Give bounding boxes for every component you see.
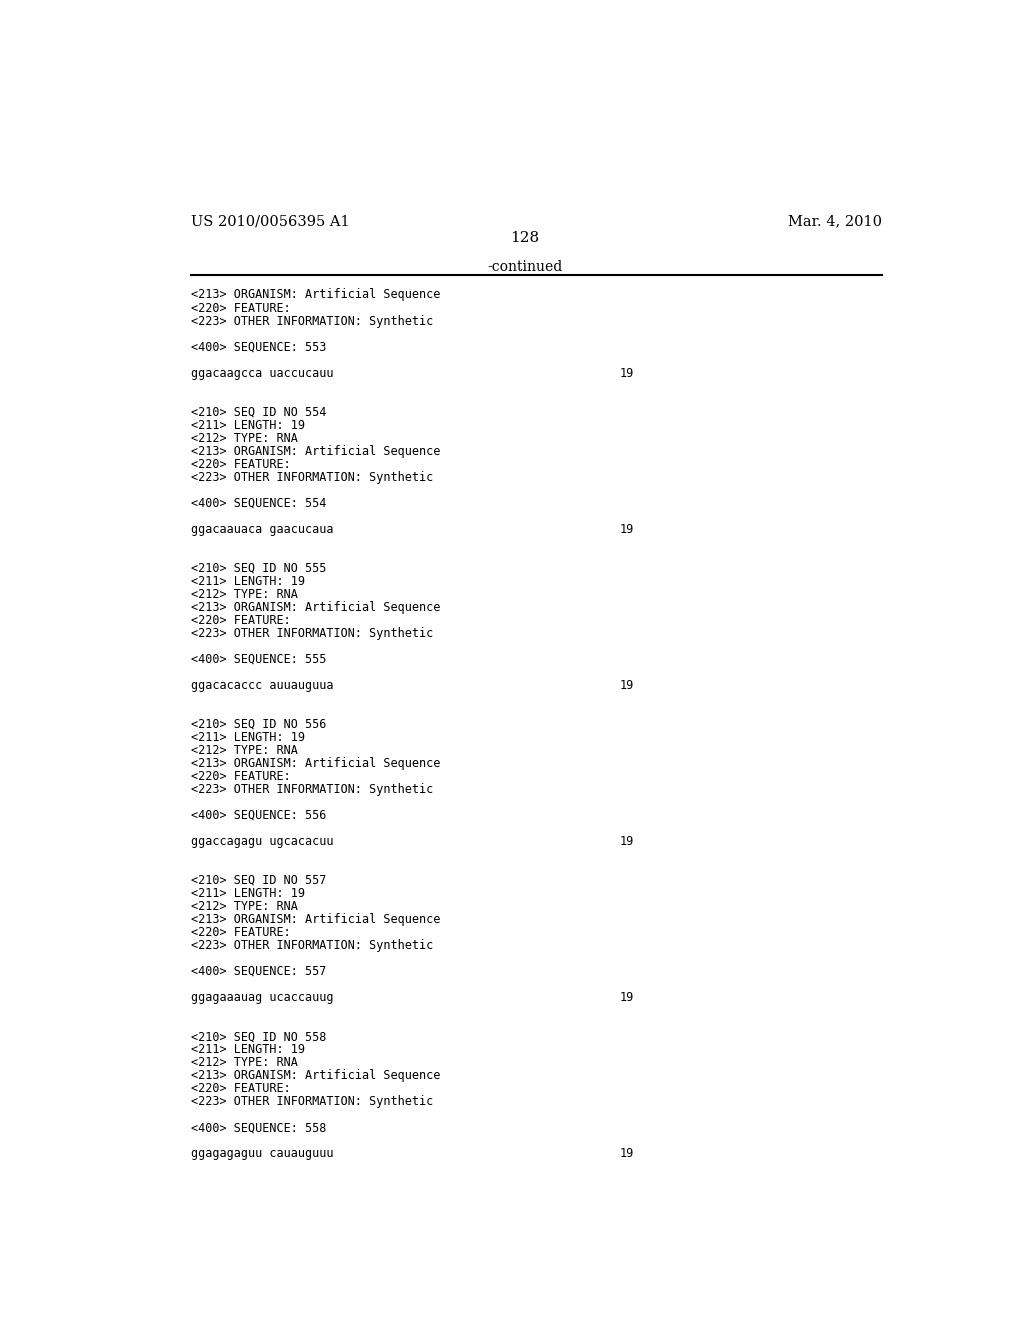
Text: <220> FEATURE:: <220> FEATURE:	[191, 614, 291, 627]
Text: <223> OTHER INFORMATION: Synthetic: <223> OTHER INFORMATION: Synthetic	[191, 783, 434, 796]
Text: 19: 19	[620, 367, 634, 380]
Text: <213> ORGANISM: Artificial Sequence: <213> ORGANISM: Artificial Sequence	[191, 601, 441, 614]
Text: <223> OTHER INFORMATION: Synthetic: <223> OTHER INFORMATION: Synthetic	[191, 627, 434, 640]
Text: <213> ORGANISM: Artificial Sequence: <213> ORGANISM: Artificial Sequence	[191, 1069, 441, 1082]
Text: <223> OTHER INFORMATION: Synthetic: <223> OTHER INFORMATION: Synthetic	[191, 939, 434, 952]
Text: <212> TYPE: RNA: <212> TYPE: RNA	[191, 1056, 298, 1069]
Text: ggagagaguu cauauguuu: ggagagaguu cauauguuu	[191, 1147, 334, 1160]
Text: 19: 19	[620, 678, 634, 692]
Text: <220> FEATURE:: <220> FEATURE:	[191, 770, 291, 783]
Text: <220> FEATURE:: <220> FEATURE:	[191, 458, 291, 471]
Text: <223> OTHER INFORMATION: Synthetic: <223> OTHER INFORMATION: Synthetic	[191, 1096, 434, 1107]
Text: 19: 19	[620, 523, 634, 536]
Text: <223> OTHER INFORMATION: Synthetic: <223> OTHER INFORMATION: Synthetic	[191, 471, 434, 483]
Text: <213> ORGANISM: Artificial Sequence: <213> ORGANISM: Artificial Sequence	[191, 445, 441, 458]
Text: <210> SEQ ID NO 556: <210> SEQ ID NO 556	[191, 718, 327, 731]
Text: <400> SEQUENCE: 553: <400> SEQUENCE: 553	[191, 341, 327, 354]
Text: <400> SEQUENCE: 557: <400> SEQUENCE: 557	[191, 965, 327, 978]
Text: 128: 128	[510, 231, 540, 244]
Text: <211> LENGTH: 19: <211> LENGTH: 19	[191, 731, 305, 744]
Text: Mar. 4, 2010: Mar. 4, 2010	[787, 214, 882, 228]
Text: <212> TYPE: RNA: <212> TYPE: RNA	[191, 432, 298, 445]
Text: <213> ORGANISM: Artificial Sequence: <213> ORGANISM: Artificial Sequence	[191, 756, 441, 770]
Text: ggacaauaca gaacucaua: ggacaauaca gaacucaua	[191, 523, 334, 536]
Text: <212> TYPE: RNA: <212> TYPE: RNA	[191, 900, 298, 913]
Text: <211> LENGTH: 19: <211> LENGTH: 19	[191, 1043, 305, 1056]
Text: <400> SEQUENCE: 554: <400> SEQUENCE: 554	[191, 496, 327, 510]
Text: <211> LENGTH: 19: <211> LENGTH: 19	[191, 418, 305, 432]
Text: US 2010/0056395 A1: US 2010/0056395 A1	[191, 214, 350, 228]
Text: 19: 19	[620, 991, 634, 1005]
Text: <212> TYPE: RNA: <212> TYPE: RNA	[191, 587, 298, 601]
Text: <211> LENGTH: 19: <211> LENGTH: 19	[191, 574, 305, 587]
Text: <212> TYPE: RNA: <212> TYPE: RNA	[191, 744, 298, 756]
Text: <400> SEQUENCE: 556: <400> SEQUENCE: 556	[191, 809, 327, 822]
Text: <210> SEQ ID NO 558: <210> SEQ ID NO 558	[191, 1030, 327, 1043]
Text: <211> LENGTH: 19: <211> LENGTH: 19	[191, 887, 305, 900]
Text: <220> FEATURE:: <220> FEATURE:	[191, 927, 291, 939]
Text: <210> SEQ ID NO 555: <210> SEQ ID NO 555	[191, 562, 327, 574]
Text: <223> OTHER INFORMATION: Synthetic: <223> OTHER INFORMATION: Synthetic	[191, 314, 434, 327]
Text: 19: 19	[620, 836, 634, 847]
Text: -continued: -continued	[487, 260, 562, 275]
Text: <210> SEQ ID NO 557: <210> SEQ ID NO 557	[191, 874, 327, 887]
Text: <220> FEATURE:: <220> FEATURE:	[191, 301, 291, 314]
Text: 19: 19	[620, 1147, 634, 1160]
Text: ggacaagcca uaccucauu: ggacaagcca uaccucauu	[191, 367, 334, 380]
Text: <400> SEQUENCE: 558: <400> SEQUENCE: 558	[191, 1121, 327, 1134]
Text: <213> ORGANISM: Artificial Sequence: <213> ORGANISM: Artificial Sequence	[191, 289, 441, 301]
Text: ggacacaccc auuauguua: ggacacaccc auuauguua	[191, 678, 334, 692]
Text: ggaccagagu ugcacacuu: ggaccagagu ugcacacuu	[191, 836, 334, 847]
Text: <210> SEQ ID NO 554: <210> SEQ ID NO 554	[191, 405, 327, 418]
Text: <400> SEQUENCE: 555: <400> SEQUENCE: 555	[191, 653, 327, 665]
Text: <220> FEATURE:: <220> FEATURE:	[191, 1082, 291, 1096]
Text: ggagaaauag ucaccauug: ggagaaauag ucaccauug	[191, 991, 334, 1005]
Text: <213> ORGANISM: Artificial Sequence: <213> ORGANISM: Artificial Sequence	[191, 913, 441, 925]
